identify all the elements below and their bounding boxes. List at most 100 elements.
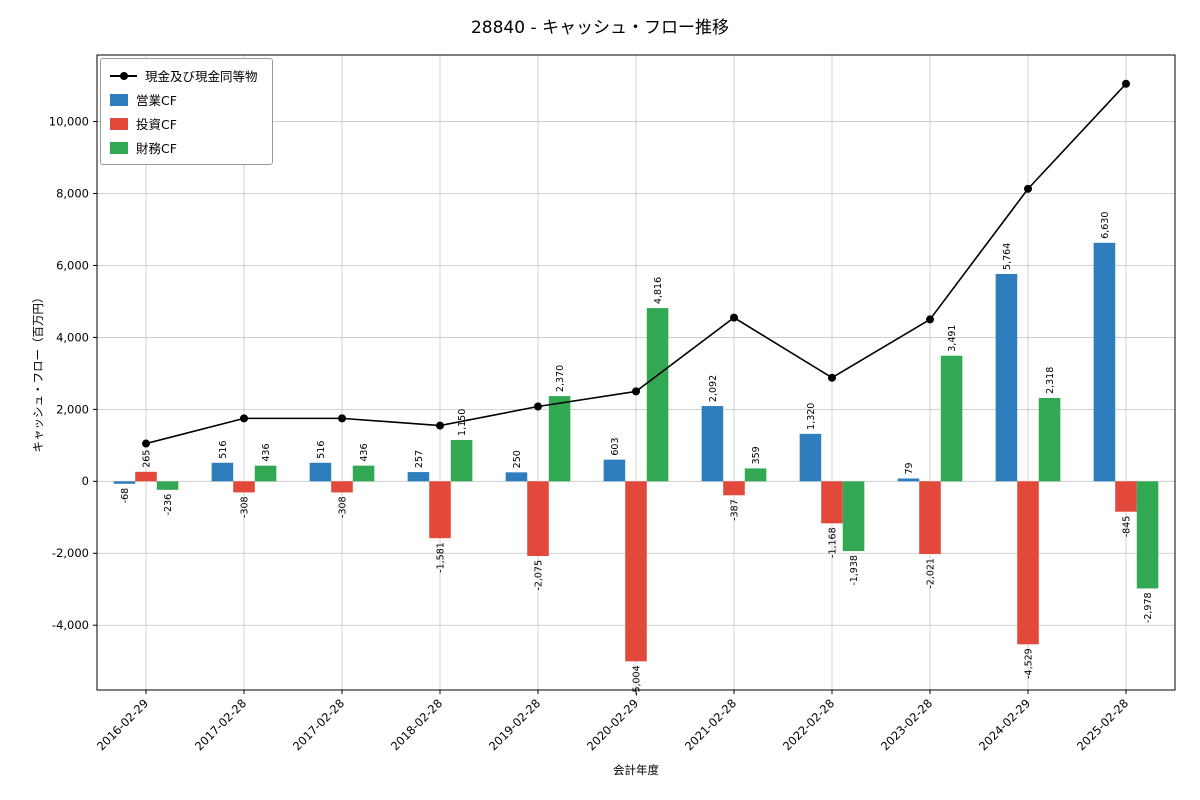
y-tick-label: 2,000 xyxy=(56,402,89,416)
y-axis-label: キャッシュ・フロー（百万円） xyxy=(31,291,45,453)
legend-item-financing-cf: 財務CF xyxy=(110,138,258,157)
bar-value-label: 4,816 xyxy=(653,277,664,304)
bar xyxy=(1038,397,1061,482)
bar-value-label: 516 xyxy=(316,441,327,459)
bar xyxy=(646,308,669,482)
legend-label-operating-cf: 営業CF xyxy=(136,93,177,108)
legend-item-investing-cf: 投資CF xyxy=(110,114,258,133)
legend-item-operating-cf: 営業CF xyxy=(110,90,258,109)
y-tick-label: 6,000 xyxy=(56,258,89,272)
x-tick-label: 2018-02-28 xyxy=(388,696,445,753)
financing-cf-swatch-icon xyxy=(110,141,128,154)
bar xyxy=(1093,242,1116,482)
legend-label-financing-cf: 財務CF xyxy=(136,141,177,156)
bar-value-label: 2,092 xyxy=(708,375,719,402)
bar xyxy=(548,396,571,482)
bar xyxy=(940,355,963,482)
line-marker-icon xyxy=(110,71,137,80)
bar xyxy=(744,468,767,482)
investing-cf-swatch-icon xyxy=(110,117,128,130)
bar-value-label: -1,168 xyxy=(827,527,838,558)
line-marker xyxy=(534,402,542,411)
bar-value-label: -308 xyxy=(337,496,348,518)
bar xyxy=(897,478,920,482)
x-tick-label: 2025-02-28 xyxy=(1074,696,1131,753)
bar-value-label: 603 xyxy=(610,437,621,455)
bar-value-label: 5,764 xyxy=(1002,243,1013,270)
bar xyxy=(233,481,255,493)
bar-value-label: -2,075 xyxy=(533,560,544,591)
y-tick-label: -4,000 xyxy=(52,618,89,632)
operating-cf-swatch-icon xyxy=(110,93,128,106)
bar xyxy=(842,481,865,552)
bar xyxy=(352,465,375,482)
x-tick-label: 2022-02-28 xyxy=(780,696,837,753)
line-marker xyxy=(436,421,444,430)
bar-value-labels: -68 516 516 257 250 603 2,092 1,320 79 5,764 6,630… xyxy=(120,212,1154,696)
bar-value-label: -68 xyxy=(120,488,131,504)
line-series xyxy=(142,79,1130,448)
bar-value-label: 516 xyxy=(218,441,229,459)
bar xyxy=(450,439,473,482)
bar xyxy=(254,465,277,482)
bar-series-1 xyxy=(135,471,1137,662)
bar-value-label: -308 xyxy=(239,496,250,518)
y-tick-label: -2,000 xyxy=(52,546,89,560)
line-marker xyxy=(828,373,836,382)
y-tick-label: 10,000 xyxy=(49,114,89,128)
bar-value-label: -4,529 xyxy=(1023,648,1034,679)
bar xyxy=(603,459,626,482)
line-marker xyxy=(338,414,346,423)
x-tick-label: 2017-02-28 xyxy=(290,696,347,753)
bar xyxy=(821,481,843,524)
x-tick-label: 2024-02-29 xyxy=(976,696,1033,753)
bar xyxy=(135,471,157,482)
bar-value-label: 1,150 xyxy=(457,409,468,436)
x-tick-label: 2023-02-28 xyxy=(878,696,935,753)
bar-value-label: -236 xyxy=(163,494,174,516)
line-marker xyxy=(730,313,738,322)
bar xyxy=(113,481,136,484)
gridlines xyxy=(97,55,1175,690)
bar-value-label: 3,491 xyxy=(947,325,958,352)
bar-value-label: -845 xyxy=(1121,516,1132,538)
bar-value-label: 1,320 xyxy=(806,403,817,430)
line-marker-dot-icon xyxy=(119,71,128,80)
y-tick-label: 8,000 xyxy=(56,186,89,200)
bar xyxy=(211,462,234,482)
line-marker xyxy=(142,439,150,448)
bar-value-label: -1,938 xyxy=(849,555,860,586)
bar-series-2 xyxy=(156,308,1159,589)
bar xyxy=(309,462,332,482)
x-tick-label: 2020-02-29 xyxy=(584,696,641,753)
legend-label-cash: 現金及び現金同等物 xyxy=(145,69,258,84)
bar xyxy=(799,433,822,482)
bar xyxy=(331,481,353,493)
bar xyxy=(625,481,647,662)
legend-item-cash: 現金及び現金同等物 xyxy=(110,66,258,85)
bar xyxy=(919,481,941,555)
bar-value-label: -2,978 xyxy=(1143,592,1154,623)
bar-value-label: 257 xyxy=(414,450,425,468)
bar xyxy=(407,472,430,482)
bar xyxy=(723,481,745,496)
x-tick-label: 2016-02-29 xyxy=(94,696,151,753)
chart-title: 28840 - キャッシュ・フロー推移 xyxy=(470,18,730,38)
bar-value-label: 436 xyxy=(261,444,272,462)
bar-value-label: -1,581 xyxy=(435,542,446,573)
bar-value-label: 79 xyxy=(904,462,915,474)
bar xyxy=(995,273,1018,482)
bar-value-label: -5,004 xyxy=(631,665,642,696)
bar xyxy=(505,472,528,482)
line-marker xyxy=(1122,79,1130,88)
x-tick-label: 2019-02-28 xyxy=(486,696,543,753)
line-marker xyxy=(632,387,640,396)
bar xyxy=(701,406,724,482)
bar xyxy=(1136,481,1159,589)
x-tick-label: 2021-02-28 xyxy=(682,696,739,753)
bar-value-label: 436 xyxy=(359,444,370,462)
bar xyxy=(156,481,179,490)
x-tick-label: 2017-02-28 xyxy=(192,696,249,753)
